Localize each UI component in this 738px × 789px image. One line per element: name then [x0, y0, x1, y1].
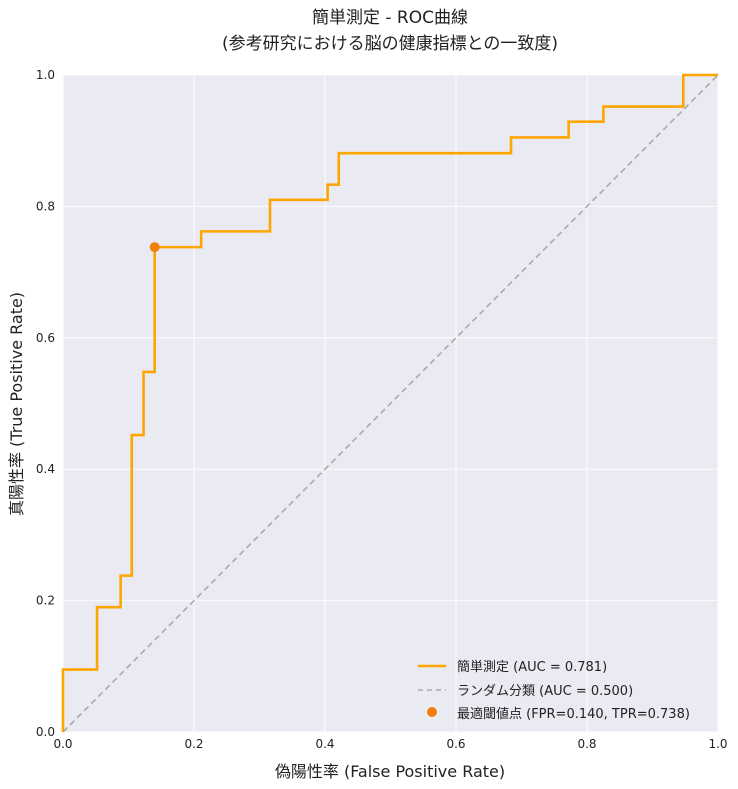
x-tick-label: 0.6: [446, 737, 465, 751]
legend-random-label: ランダム分類 (AUC = 0.500): [457, 684, 633, 699]
legend-roc-label: 簡単測定 (AUC = 0.781): [457, 659, 607, 675]
x-axis-title: 偽陽性率 (False Positive Rate): [275, 762, 505, 781]
optimal-threshold-point: [149, 242, 160, 253]
grid: [62, 74, 719, 733]
chart-title-line2: (参考研究における脳の健康指標との一致度): [222, 34, 558, 54]
y-tick-label: 1.0: [36, 68, 55, 82]
y-axis-title: 真陽性率 (True Positive Rate): [7, 292, 26, 516]
series-lines: [61, 73, 719, 733]
tick-labels: 0.0 0.2 0.4 0.6 0.8 1.0 0.0 0.2 0.4 0.6 0.8 1.0: [36, 68, 728, 751]
x-tick-label: 0.2: [184, 737, 203, 751]
x-tick-label: 0.4: [315, 737, 334, 751]
x-tick-label: 0.0: [53, 737, 72, 751]
legend: 簡単測定 (AUC = 0.781) ランダム分類 (AUC = 0.500) …: [418, 659, 690, 722]
y-tick-label: 0.0: [36, 725, 55, 739]
y-tick-label: 0.8: [36, 199, 55, 213]
y-tick-label: 0.4: [36, 462, 55, 476]
y-tick-label: 0.6: [36, 331, 55, 345]
y-tick-label: 0.2: [36, 594, 55, 608]
chart-title-line1: 簡単測定 - ROC曲線: [312, 8, 468, 28]
x-tick-label: 0.8: [577, 737, 596, 751]
roc-curve-line: [61, 73, 718, 732]
legend-optimal-label: 最適閾値点 (FPR=0.140, TPR=0.738): [457, 706, 690, 722]
x-tick-label: 1.0: [708, 737, 727, 751]
random-classifier-line: [62, 74, 719, 733]
legend-optimal-marker: [427, 707, 437, 717]
